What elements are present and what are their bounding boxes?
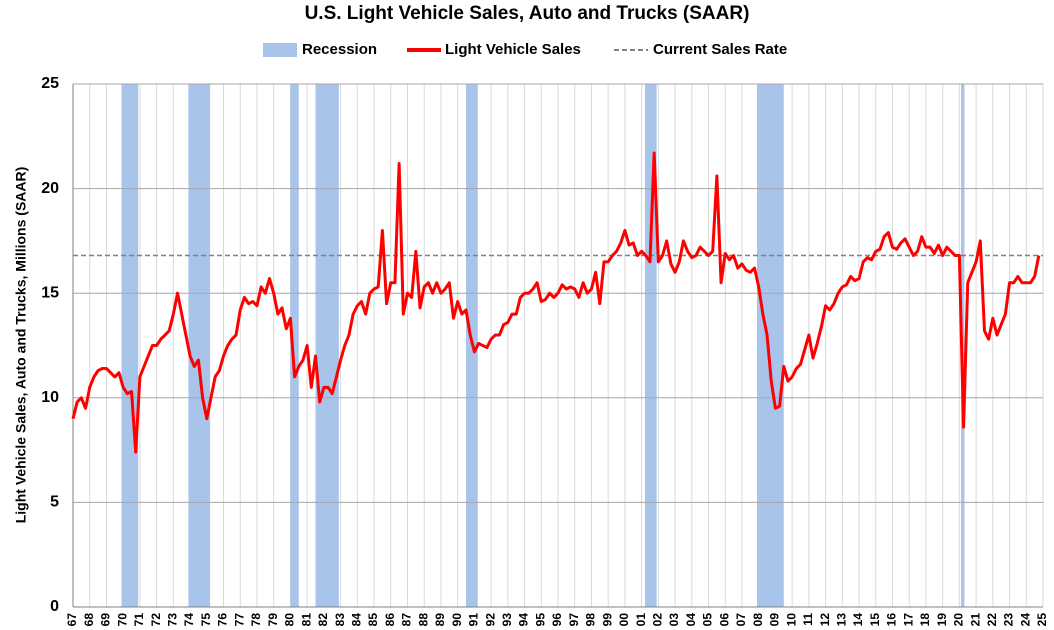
recession-band xyxy=(644,84,657,607)
x-tick-label: 24 xyxy=(1018,613,1032,627)
x-tick-label: 89 xyxy=(433,613,447,627)
legend-swatch xyxy=(263,43,297,57)
legend-label: Light Vehicle Sales xyxy=(445,41,581,58)
x-tick-label: 15 xyxy=(868,613,882,627)
recession-band xyxy=(290,84,299,607)
x-tick-label: 72 xyxy=(149,613,163,627)
x-tick-label: 05 xyxy=(701,613,715,627)
x-tick-label: 77 xyxy=(232,613,246,627)
x-tick-label: 11 xyxy=(801,613,815,626)
x-tick-label: 04 xyxy=(684,613,698,627)
x-tick-label: 10 xyxy=(784,613,798,627)
chart-title: U.S. Light Vehicle Sales, Auto and Truck… xyxy=(305,3,750,24)
x-tick-label: 09 xyxy=(768,613,782,627)
recession-band xyxy=(315,84,339,607)
x-tick-label: 07 xyxy=(734,613,748,627)
x-tick-label: 03 xyxy=(667,613,681,627)
x-tick-label: 16 xyxy=(885,613,899,627)
x-tick-label: 83 xyxy=(333,613,347,627)
x-tick-label: 01 xyxy=(634,613,648,627)
y-tick-label: 10 xyxy=(41,389,59,406)
x-tick-label: 90 xyxy=(450,613,464,627)
x-tick-label: 20 xyxy=(952,613,966,627)
x-tick-label: 22 xyxy=(985,613,999,627)
x-tick-label: 71 xyxy=(132,613,146,627)
x-tick-label: 92 xyxy=(483,613,497,627)
x-tick-label: 80 xyxy=(283,613,297,627)
x-tick-label: 94 xyxy=(517,613,531,627)
x-tick-label: 25 xyxy=(1035,613,1049,627)
x-tick-label: 02 xyxy=(651,613,665,627)
x-tick-label: 69 xyxy=(99,613,113,627)
x-tick-label: 14 xyxy=(851,613,865,627)
x-tick-label: 81 xyxy=(299,613,313,627)
x-tick-label: 13 xyxy=(834,613,848,627)
y-tick-label: 15 xyxy=(41,284,59,301)
x-tick-label: 00 xyxy=(617,613,631,627)
x-tick-label: 12 xyxy=(818,613,832,627)
x-tick-label: 97 xyxy=(567,613,581,627)
recession-band xyxy=(121,84,139,607)
x-tick-label: 87 xyxy=(400,613,414,627)
x-tick-label: 19 xyxy=(935,613,949,627)
x-tick-label: 17 xyxy=(901,613,915,627)
x-tick-label: 95 xyxy=(533,613,547,627)
y-axis-title: Light Vehicle Sales, Auto and Trucks, Mi… xyxy=(13,167,29,524)
x-tick-label: 08 xyxy=(751,613,765,627)
x-tick-label: 88 xyxy=(416,613,430,627)
x-tick-label: 75 xyxy=(199,613,213,627)
x-tick-label: 99 xyxy=(600,613,614,627)
y-tick-label: 5 xyxy=(50,494,59,511)
x-tick-label: 76 xyxy=(216,613,230,627)
y-tick-label: 25 xyxy=(41,75,59,92)
x-tick-label: 06 xyxy=(717,613,731,627)
x-tick-label: 67 xyxy=(65,613,79,627)
x-tick-label: 98 xyxy=(584,613,598,627)
x-tick-label: 21 xyxy=(968,613,982,627)
series-line xyxy=(71,151,1041,454)
x-tick-label: 84 xyxy=(349,613,363,627)
x-tick-label: 23 xyxy=(1002,613,1016,627)
x-tick-label: 73 xyxy=(166,613,180,627)
x-tick-label: 70 xyxy=(115,613,129,627)
x-tick-label: 82 xyxy=(316,613,330,627)
x-tick-label: 93 xyxy=(500,613,514,627)
x-tick-label: 78 xyxy=(249,613,263,627)
y-tick-label: 0 xyxy=(50,598,59,615)
x-tick-label: 86 xyxy=(383,613,397,627)
x-tick-label: 91 xyxy=(467,613,481,627)
x-tick-label: 68 xyxy=(82,613,96,627)
recession-band xyxy=(757,84,784,607)
x-tick-label: 85 xyxy=(366,613,380,627)
x-tick-label: 79 xyxy=(266,613,280,627)
legend-label: Current Sales Rate xyxy=(653,41,787,58)
x-tick-label: 96 xyxy=(550,613,564,627)
y-tick-label: 20 xyxy=(41,180,59,197)
recession-band xyxy=(188,84,211,607)
x-tick-label: 74 xyxy=(182,613,196,627)
x-tick-label: 18 xyxy=(918,613,932,627)
legend-label: Recession xyxy=(302,41,377,58)
